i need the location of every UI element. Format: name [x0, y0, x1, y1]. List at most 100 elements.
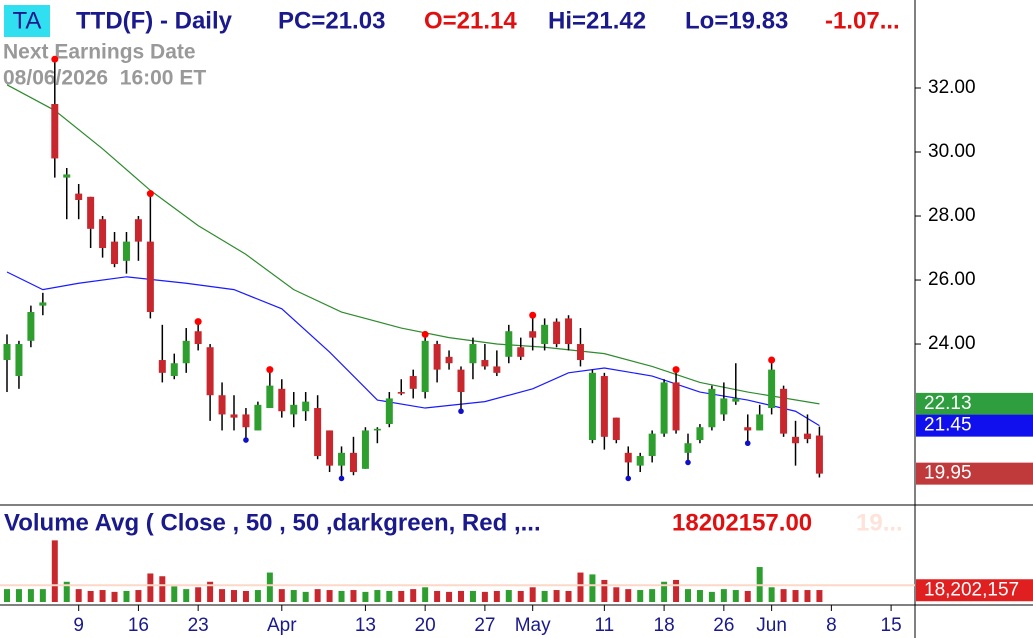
volume-bar — [386, 590, 393, 602]
y-tick-label: 24.00 — [928, 333, 976, 354]
volume-bar — [326, 590, 333, 602]
volume-title: Volume Avg ( Close , 50 , 50 ,darkgreen,… — [4, 509, 541, 536]
volume-bar — [708, 591, 715, 602]
candle-body — [612, 417, 620, 441]
volume-bar — [266, 572, 273, 602]
badge-bg — [4, 5, 50, 37]
volume-bar — [159, 576, 166, 602]
volume-bar — [242, 590, 249, 602]
candle-body — [75, 193, 83, 201]
candle-body — [720, 398, 728, 415]
x-tick-label: 26 — [713, 615, 734, 636]
volume-bar — [410, 589, 417, 602]
volume-bar — [362, 591, 369, 602]
line-last-value: 22.13 — [924, 393, 972, 414]
volume-bar — [625, 589, 632, 602]
volume-bar — [732, 590, 739, 602]
candle-body — [636, 456, 644, 466]
y-tick-label: 28.00 — [928, 205, 976, 226]
volume-bar — [446, 591, 453, 602]
volume-faded: 19... — [856, 509, 903, 536]
volume-bar — [123, 590, 130, 602]
volume-bar — [696, 590, 703, 602]
volume-bar — [744, 590, 751, 602]
last-close: 19.95 — [924, 463, 972, 484]
volume-bar — [290, 590, 297, 602]
candle-body — [600, 376, 608, 437]
candle-body — [588, 372, 596, 441]
volume-bar — [589, 574, 596, 602]
candle-body — [170, 363, 178, 377]
volume-avg-box-box — [916, 579, 1033, 602]
volume-bar — [553, 590, 560, 602]
volume-avg: 18202157.00 — [672, 509, 812, 536]
volume-avg-box: 18,202,157 — [924, 579, 1019, 600]
candle-body — [672, 382, 680, 431]
candle-body — [469, 344, 477, 364]
volume-bar — [87, 590, 94, 602]
candle-body — [756, 414, 764, 431]
x-tick-label: May — [515, 615, 551, 636]
volume-bar — [183, 589, 190, 602]
candle-body — [792, 436, 800, 444]
high-marker — [51, 55, 59, 63]
moving-average — [6, 271, 820, 427]
open-value: O=21.14 — [424, 7, 517, 34]
candle-body — [314, 408, 322, 457]
volume-bar — [314, 589, 321, 602]
line-last-value: 21.45 — [924, 415, 972, 436]
line-last-value-box — [916, 392, 1033, 415]
last-close-box — [916, 462, 1033, 485]
volume-bar — [51, 540, 58, 602]
volume-bar — [278, 589, 285, 602]
candle-body — [409, 376, 417, 389]
volume-bar — [720, 589, 727, 602]
candle-body — [373, 428, 381, 431]
volume-bar — [649, 589, 656, 602]
volume-bar — [493, 590, 500, 602]
candle-body — [63, 174, 71, 178]
candle-body — [648, 433, 656, 457]
candle-body — [278, 388, 286, 412]
candle-body — [744, 427, 752, 431]
volume-bar — [613, 587, 620, 602]
volume-bar — [398, 590, 405, 602]
volume-bar — [601, 579, 608, 602]
candle-body — [206, 347, 214, 396]
volume-bar — [39, 589, 46, 602]
earnings-date: 08/06/2026 16:00 ET — [3, 67, 206, 90]
volume-bar — [147, 573, 154, 602]
volume-bar — [792, 590, 799, 602]
volume-bar — [231, 590, 238, 602]
volume-bar — [111, 591, 118, 602]
volume-bar — [577, 572, 584, 602]
x-tick-label: 27 — [474, 615, 495, 636]
candle-body — [565, 318, 573, 345]
candle-body — [660, 382, 668, 434]
candle-body — [146, 241, 154, 313]
volume-bar — [780, 589, 787, 602]
volume-bar — [338, 590, 345, 602]
candle-body — [768, 369, 776, 409]
candle-body — [445, 356, 453, 364]
high-marker — [768, 356, 776, 364]
high-marker — [146, 190, 154, 198]
volume-bar — [816, 590, 823, 602]
volume-bar — [171, 586, 178, 602]
volume-bar — [685, 589, 692, 602]
volume-bar — [15, 589, 22, 602]
line-last-value-box — [916, 414, 1033, 437]
volume-bar — [517, 590, 524, 602]
volume-bar — [481, 591, 488, 602]
high-marker — [672, 366, 680, 374]
x-tick-label: 13 — [355, 615, 376, 636]
volume-bar — [219, 589, 226, 602]
volume-bar — [529, 587, 536, 602]
volume-bar — [27, 589, 34, 602]
candle-body — [39, 302, 47, 306]
volume-bar — [565, 590, 572, 602]
badge: TA — [13, 7, 42, 34]
candle-body — [51, 104, 59, 159]
candle-body — [230, 414, 238, 418]
